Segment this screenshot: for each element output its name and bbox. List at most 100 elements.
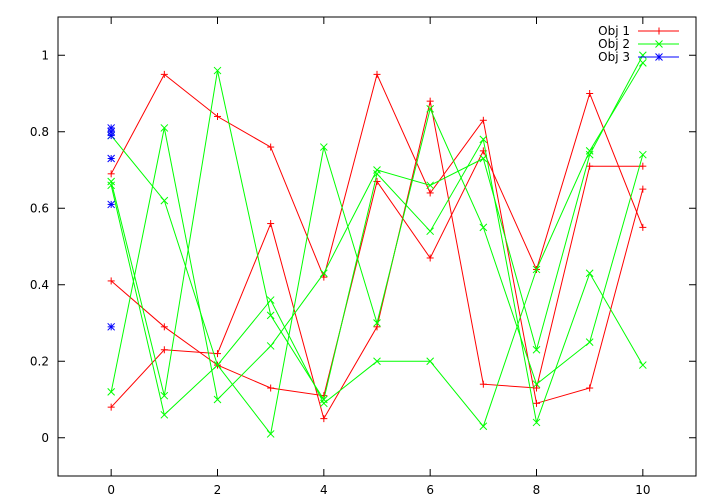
data-point [533,384,540,392]
series-line [110,101,643,420]
data-point [267,220,275,228]
data-point [585,150,594,159]
data-point [267,384,275,392]
data-point [638,361,647,369]
data-point [160,124,169,132]
data-point [655,53,663,61]
data-point [586,384,594,392]
data-point [585,269,594,278]
data-point [638,51,647,60]
data-point [373,169,381,178]
data-point [107,181,116,190]
data-point [107,322,116,331]
data-point [373,319,381,327]
data-point [160,70,168,78]
x-tick-label: 4 [320,483,328,497]
data-point [532,380,541,389]
data-point [639,185,647,193]
data-point [319,395,328,404]
data-point [214,112,221,120]
data-point [655,40,663,48]
data-point [373,70,381,78]
data-point [532,418,541,427]
data-point [585,338,594,346]
y-tick-label: 0.2 [30,354,49,368]
y-tick-label: 0.4 [30,278,49,292]
data-point [107,277,115,285]
data-point [586,162,594,170]
data-point [479,116,487,124]
data-point [160,196,169,205]
data-point [426,254,434,262]
data-point [639,162,647,170]
x-tick-label: 2 [214,483,222,497]
y-tick-labels: 0 0.2 0.4 0.6 0.8 1 [30,48,49,445]
data-point [319,269,328,278]
x-tick-label: 6 [426,483,434,497]
legend-entry: Obj 2 [598,37,679,51]
data-point [426,227,435,236]
data-point [479,422,488,431]
x-tick-label: 0 [107,483,115,497]
data-point [107,131,116,140]
series-3 [107,124,116,331]
series-1 [107,70,647,423]
data-point [319,143,328,151]
data-point [107,200,116,209]
data-point [160,410,169,419]
data-point [426,97,434,105]
data-point [426,357,435,366]
data-point [479,154,488,163]
data-point [373,166,381,174]
series-line [110,70,644,425]
data-point [532,265,541,274]
legend-entry: Obj 3 [598,50,679,64]
y-tick-label: 1 [41,48,49,62]
x-tick-label: 10 [635,483,650,497]
data-point [320,415,328,423]
data-point [655,27,663,35]
data-point [479,135,488,144]
data-point [107,387,116,396]
series-line [110,62,644,428]
y-tick-label: 0.6 [30,201,49,215]
data-point [586,90,594,97]
y-tick-label: 0.8 [30,125,49,139]
data-point [373,177,381,185]
data-point [373,357,381,366]
data-point [107,154,116,163]
legend-label: Obj 3 [598,50,630,64]
series-line [110,72,644,404]
data-point [426,181,435,190]
data-point [319,399,328,408]
data-point [107,177,116,186]
data-point [160,346,168,354]
axis-ticks [58,17,696,476]
data-point [479,380,487,388]
data-point [426,189,434,197]
data-point [266,342,275,350]
data-point [160,391,169,400]
data-point [213,361,222,369]
series-line [110,91,644,397]
data-point [107,127,116,136]
data-point [266,430,275,438]
x-tick-label: 8 [533,483,541,497]
series-line [110,107,644,436]
data-point [213,395,222,404]
data-point [639,223,647,231]
series-2 [107,51,647,438]
data-point [107,170,115,178]
data-point [107,403,115,411]
legend-entry: Obj 1 [598,24,679,38]
data-point [479,223,488,232]
data-point [638,150,647,159]
data-point [585,147,594,155]
data-point [533,399,540,407]
data-point [532,345,541,354]
x-tick-labels: 0 2 4 6 8 10 [107,483,650,497]
data-point [213,66,222,75]
data-point [266,311,275,320]
